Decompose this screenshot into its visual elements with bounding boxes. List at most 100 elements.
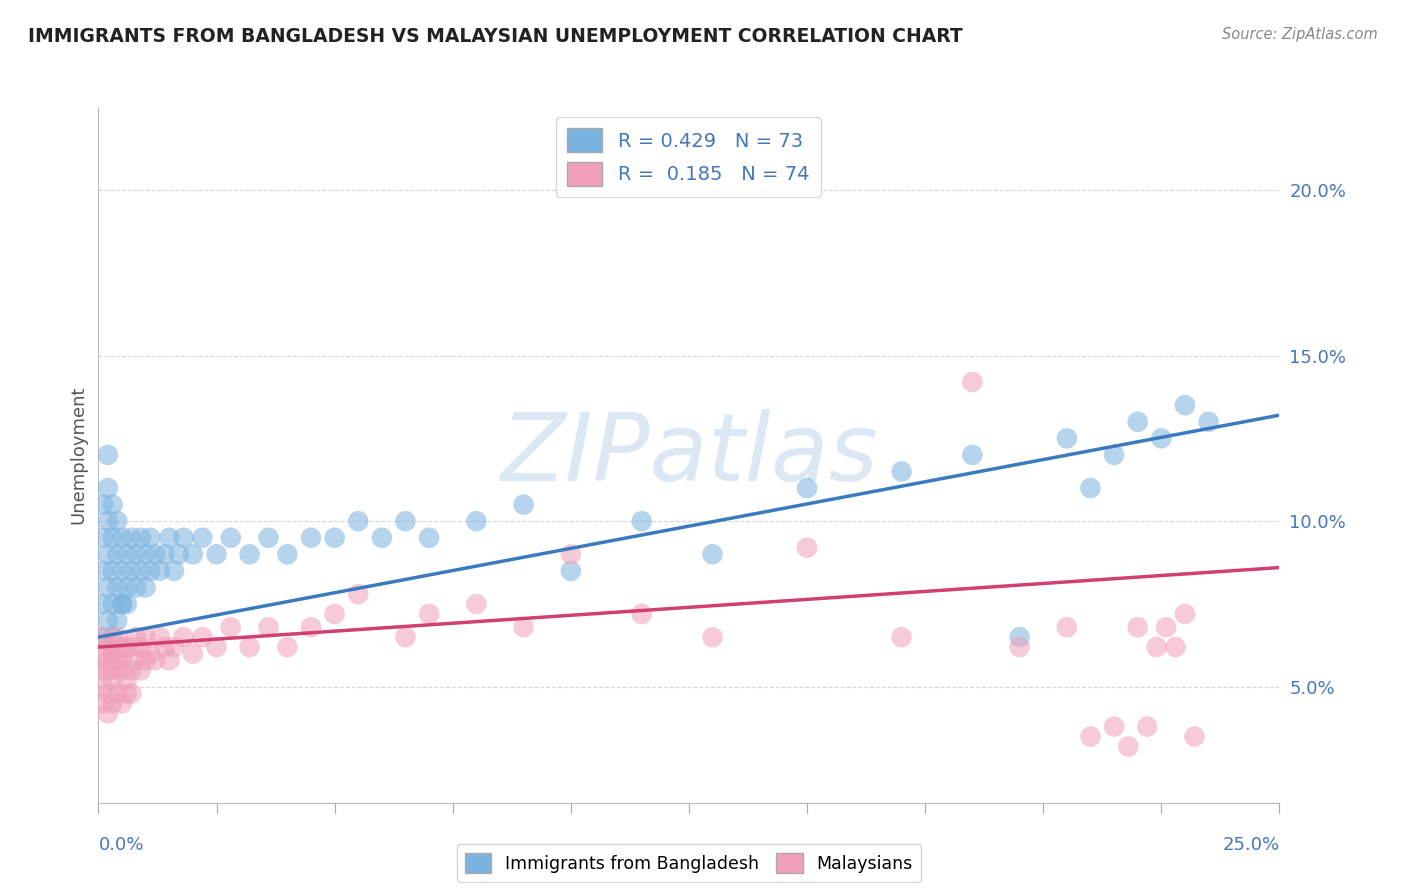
Point — [105, 547, 128, 561]
Point — [97, 663, 120, 677]
Point — [163, 564, 186, 578]
Legend: Immigrants from Bangladesh, Malaysians: Immigrants from Bangladesh, Malaysians — [457, 844, 921, 881]
Point — [105, 653, 128, 667]
Point — [91, 564, 114, 578]
Point — [121, 640, 143, 654]
Point — [135, 630, 157, 644]
Point — [115, 597, 138, 611]
Legend: R = 0.429   N = 73, R =  0.185   N = 74: R = 0.429 N = 73, R = 0.185 N = 74 — [555, 117, 821, 197]
Point — [205, 547, 228, 561]
Point — [560, 547, 582, 561]
Point — [105, 581, 128, 595]
Point — [149, 630, 172, 644]
Point — [347, 587, 370, 601]
Point — [91, 597, 114, 611]
Point — [1080, 730, 1102, 744]
Point — [105, 614, 128, 628]
Point — [125, 581, 148, 595]
Point — [239, 547, 262, 561]
Point — [125, 547, 148, 561]
Point — [1102, 720, 1125, 734]
Point — [181, 647, 204, 661]
Point — [205, 640, 228, 654]
Point — [418, 607, 440, 621]
Point — [512, 620, 534, 634]
Point — [105, 514, 128, 528]
Point — [105, 686, 128, 700]
Point — [1008, 640, 1031, 654]
Text: 0.0%: 0.0% — [98, 836, 143, 854]
Point — [1150, 431, 1173, 445]
Point — [111, 697, 134, 711]
Point — [111, 597, 134, 611]
Point — [172, 531, 194, 545]
Point — [111, 653, 134, 667]
Point — [157, 531, 180, 545]
Point — [101, 531, 124, 545]
Point — [91, 647, 114, 661]
Point — [111, 663, 134, 677]
Point — [115, 581, 138, 595]
Point — [97, 614, 120, 628]
Point — [219, 531, 242, 545]
Point — [1174, 398, 1197, 412]
Point — [1146, 640, 1168, 654]
Point — [101, 697, 124, 711]
Point — [323, 531, 346, 545]
Point — [1056, 620, 1078, 634]
Point — [276, 547, 298, 561]
Point — [101, 640, 124, 654]
Point — [1126, 620, 1149, 634]
Point — [135, 547, 157, 561]
Point — [418, 531, 440, 545]
Point — [97, 481, 120, 495]
Point — [512, 498, 534, 512]
Point — [257, 531, 280, 545]
Point — [121, 686, 143, 700]
Point — [323, 607, 346, 621]
Point — [1198, 415, 1220, 429]
Point — [97, 686, 120, 700]
Point — [890, 630, 912, 644]
Point — [121, 531, 143, 545]
Point — [129, 531, 152, 545]
Point — [129, 564, 152, 578]
Point — [101, 673, 124, 688]
Point — [111, 531, 134, 545]
Point — [135, 653, 157, 667]
Point — [121, 564, 143, 578]
Point — [890, 465, 912, 479]
Point — [1154, 620, 1177, 634]
Point — [143, 547, 166, 561]
Point — [91, 498, 114, 512]
Point — [97, 448, 120, 462]
Point — [702, 630, 724, 644]
Point — [149, 564, 172, 578]
Point — [91, 697, 114, 711]
Point — [111, 640, 134, 654]
Point — [560, 564, 582, 578]
Point — [97, 581, 120, 595]
Point — [139, 531, 162, 545]
Point — [796, 541, 818, 555]
Point — [129, 640, 152, 654]
Point — [962, 375, 984, 389]
Point — [139, 647, 162, 661]
Point — [125, 653, 148, 667]
Point — [371, 531, 394, 545]
Point — [1116, 739, 1139, 754]
Point — [167, 547, 190, 561]
Point — [139, 564, 162, 578]
Y-axis label: Unemployment: Unemployment — [69, 385, 87, 524]
Point — [1056, 431, 1078, 445]
Point — [91, 680, 114, 694]
Point — [276, 640, 298, 654]
Point — [101, 630, 124, 644]
Point — [97, 640, 120, 654]
Point — [111, 564, 134, 578]
Point — [1126, 415, 1149, 429]
Point — [91, 630, 114, 644]
Point — [153, 547, 176, 561]
Point — [1136, 720, 1159, 734]
Point — [97, 547, 120, 561]
